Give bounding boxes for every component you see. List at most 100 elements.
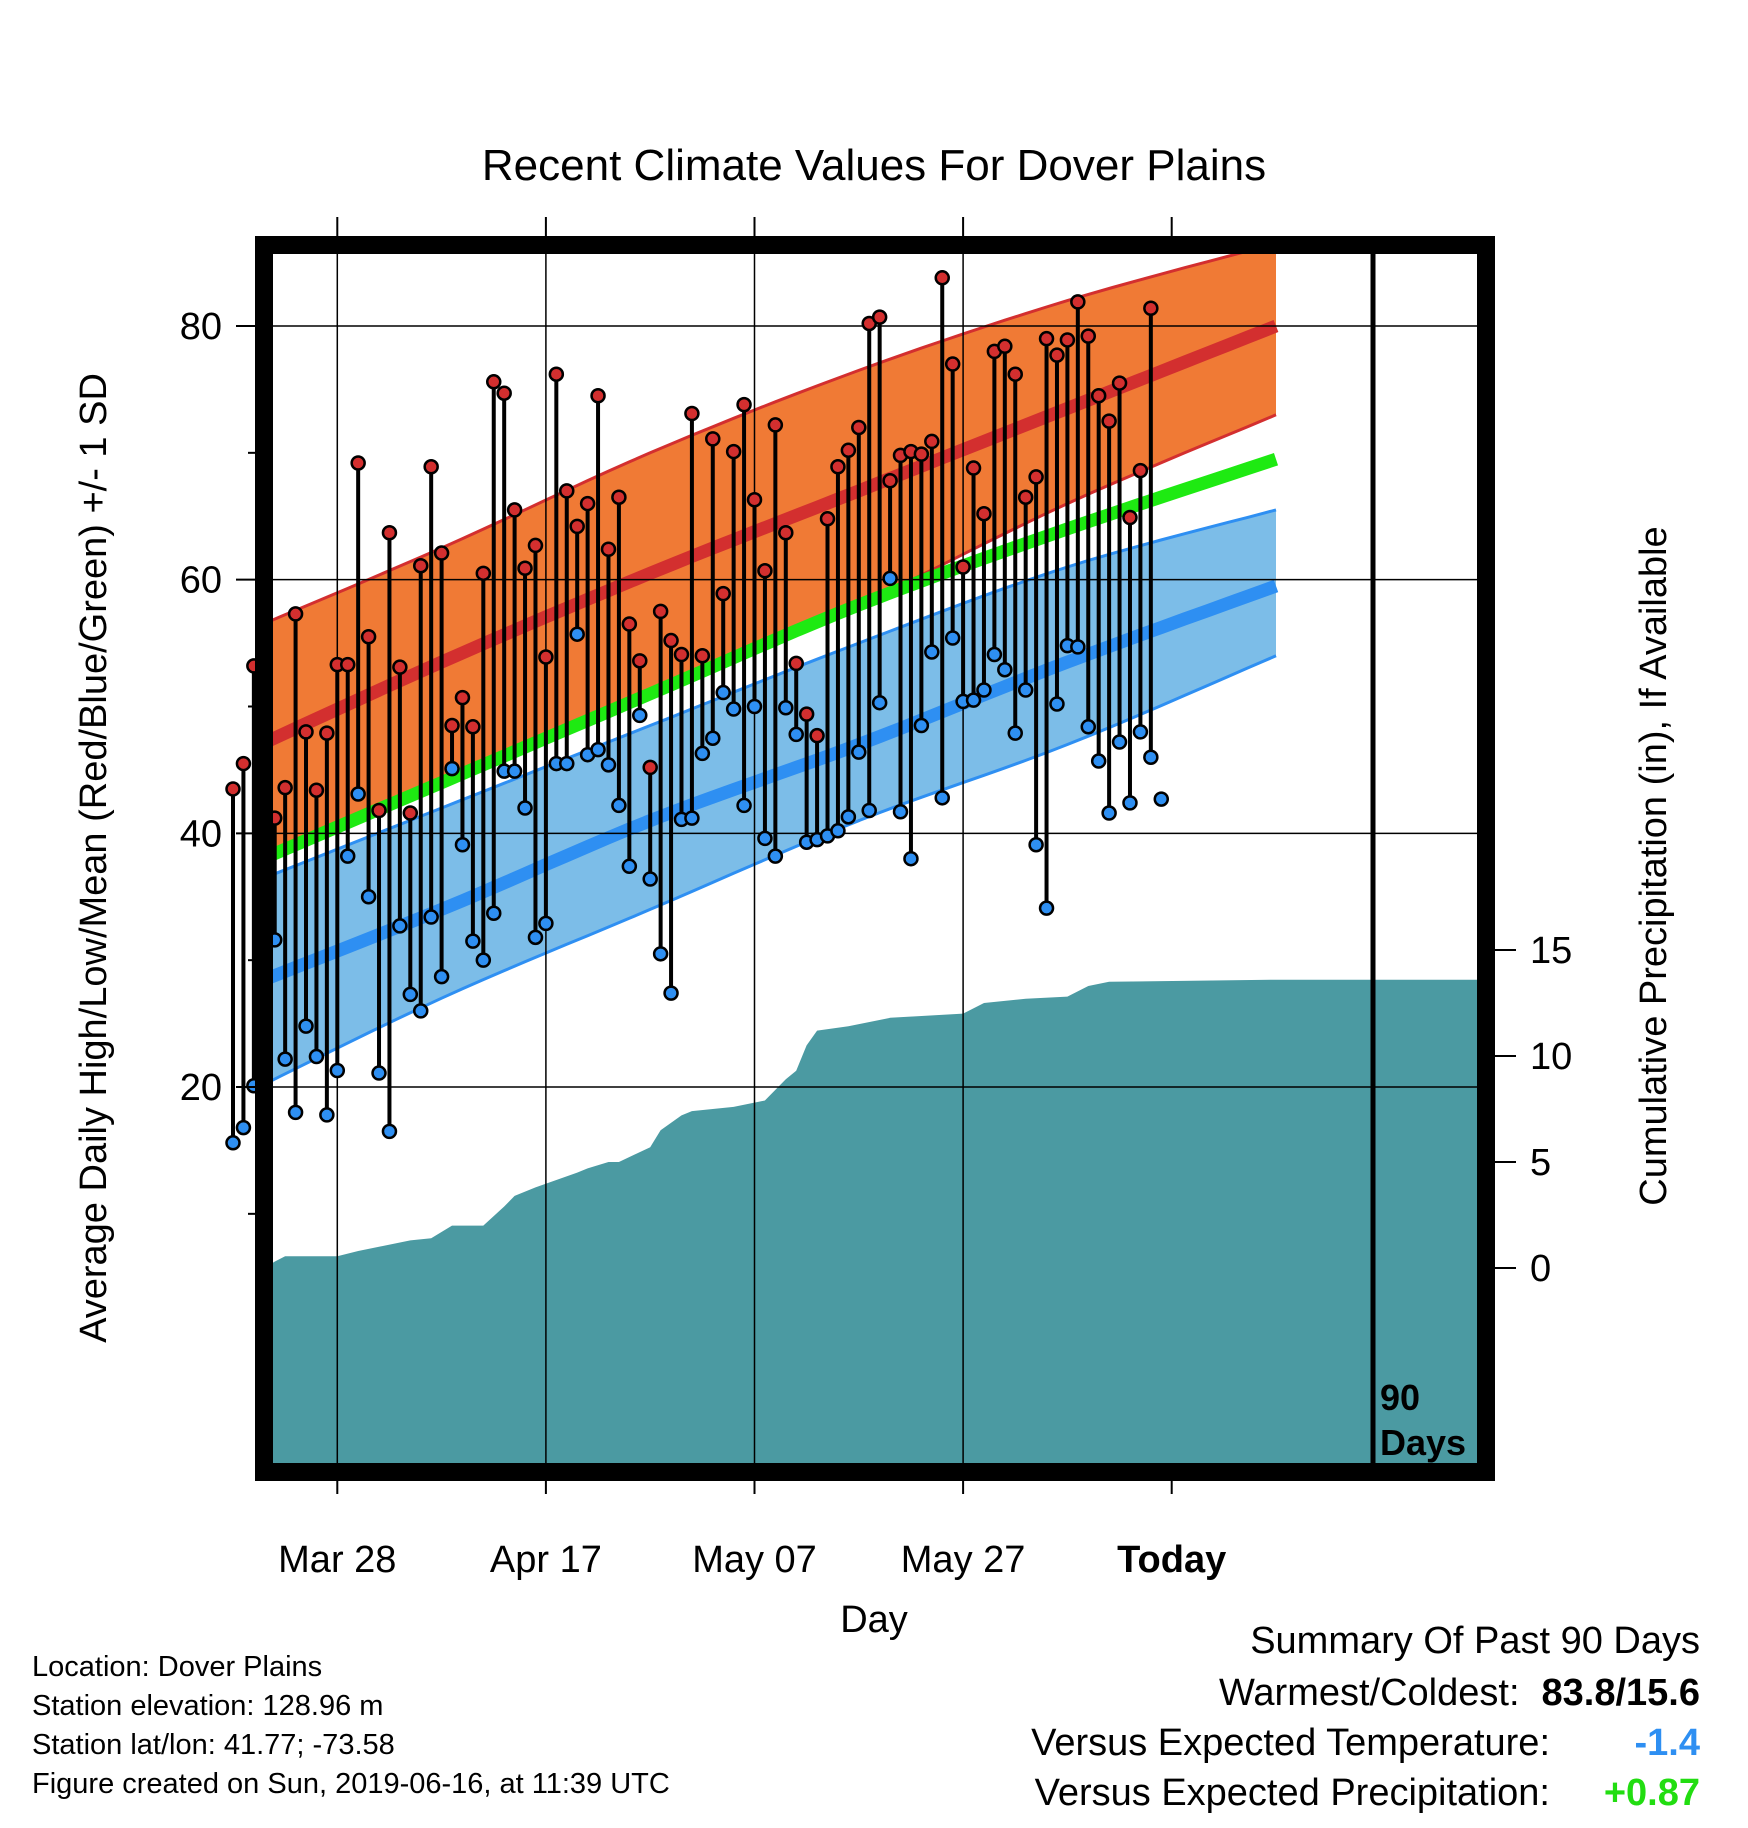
daily-low-point: [944, 630, 961, 646]
daily-high-point: [715, 585, 731, 602]
daily-high-point: [611, 489, 627, 505]
daily-low-point: [882, 570, 898, 587]
daily-low-point: [715, 684, 731, 701]
daily-high-point: [840, 442, 857, 459]
daily-high-point: [652, 603, 669, 620]
daily-low-point: [1049, 696, 1065, 712]
daily-high-point: [371, 802, 387, 819]
daily-high-point: [955, 559, 971, 575]
daily-high-point: [1028, 469, 1044, 485]
daily-low-point: [517, 800, 533, 816]
daily-high-point: [778, 524, 794, 541]
station-info: Location: Dover Plains Station elevation…: [32, 1648, 670, 1804]
daily-high-point: [590, 388, 606, 404]
daily-high-point: [235, 755, 252, 772]
daily-high-point: [465, 719, 481, 735]
daily-low-point: [652, 946, 669, 962]
y2-tick-label: 10: [1530, 1036, 1572, 1078]
daily-low-point: [1080, 719, 1097, 735]
y-tick-label: 20: [180, 1067, 222, 1109]
days-label-1: 90: [1380, 1377, 1420, 1418]
daily-high-point: [1122, 509, 1138, 526]
daily-low-point: [444, 760, 460, 777]
daily-high-point: [1059, 332, 1076, 348]
daily-low-point: [965, 692, 982, 708]
daily-low-point: [871, 694, 888, 711]
daily-high-point: [444, 717, 460, 734]
daily-high-point: [569, 518, 585, 535]
daily-high-point: [1080, 328, 1097, 344]
daily-low-point: [298, 1018, 314, 1034]
x-tick-label: Apr 17: [490, 1539, 602, 1581]
elevation-text: Station elevation: 128.96 m: [32, 1690, 384, 1722]
days-label-2: Days: [1380, 1422, 1466, 1463]
daily-high-point: [809, 727, 825, 744]
temperature-value: -1.4: [1634, 1722, 1700, 1764]
daily-high-point: [736, 396, 752, 413]
daily-high-point: [944, 356, 961, 372]
daily-high-point: [798, 706, 815, 722]
daily-high-point: [1111, 375, 1128, 391]
x-tick-label: May 27: [901, 1539, 1026, 1581]
daily-low-point: [632, 707, 648, 724]
y2-tick-label: 5: [1530, 1142, 1551, 1184]
daily-high-point: [402, 805, 419, 821]
precipitation-area: [264, 979, 1486, 1472]
daily-low-point: [788, 726, 804, 743]
daily-low-point: [642, 871, 658, 887]
daily-low-point: [611, 797, 627, 814]
daily-low-point: [225, 1135, 241, 1151]
x-tick-label: Today: [1117, 1539, 1226, 1581]
warmest-label: Warmest/Coldest:: [1218, 1672, 1520, 1714]
daily-high-point: [433, 545, 450, 561]
daily-low-point: [308, 1048, 325, 1065]
daily-low-point: [402, 986, 419, 1003]
daily-high-point: [830, 459, 846, 475]
daily-low-point: [1028, 836, 1044, 853]
precipitation-fill: [264, 979, 1486, 1472]
daily-high-point: [632, 653, 648, 669]
daily-high-point: [339, 656, 356, 673]
summary-temperature: Versus Expected Temperature: -1.4: [1031, 1722, 1700, 1765]
daily-low-point: [559, 755, 575, 772]
daily-high-point: [1101, 413, 1117, 429]
x-tick-label: May 07: [692, 1539, 817, 1581]
daily-high-point: [1017, 489, 1034, 505]
daily-low-point: [475, 952, 492, 968]
daily-high-point: [725, 443, 742, 460]
daily-low-point: [1038, 900, 1055, 916]
daily-low-point: [892, 804, 909, 820]
daily-high-point: [475, 565, 492, 582]
daily-low-point: [903, 850, 919, 867]
daily-low-point: [538, 915, 554, 932]
location-text: Location: Dover Plains: [32, 1651, 323, 1683]
daily-low-point: [924, 644, 940, 660]
x-tick-label: Mar 28: [278, 1539, 396, 1581]
daily-low-point: [235, 1119, 252, 1136]
daily-high-point: [1007, 366, 1023, 382]
daily-low-point: [851, 744, 867, 760]
daily-high-point: [559, 483, 575, 499]
daily-low-point: [757, 830, 773, 847]
temperature-label: Versus Expected Temperature:: [1031, 1722, 1550, 1764]
daily-low-point: [1143, 749, 1159, 765]
created-text: Figure created on Sun, 2019-06-16, at 11…: [32, 1768, 670, 1800]
daily-low-point: [1153, 791, 1170, 807]
summary-warmest: Warmest/Coldest: 83.8/15.6: [1219, 1672, 1700, 1715]
daily-low-point: [986, 646, 1003, 663]
daily-low-point: [1111, 734, 1128, 750]
daily-high-point: [976, 505, 992, 522]
daily-low-point: [913, 717, 930, 734]
daily-low-point: [778, 700, 794, 716]
daily-high-point: [934, 270, 950, 286]
daily-high-point: [1132, 462, 1149, 479]
daily-low-point: [506, 763, 523, 779]
daily-high-point: [527, 537, 544, 554]
daily-low-point: [621, 858, 638, 875]
y-tick-label: 40: [180, 813, 222, 855]
normal-low-lower-line: [264, 654, 1277, 1087]
daily-low-point: [527, 929, 544, 946]
daily-low-point: [371, 1065, 387, 1081]
normal-low-band: [264, 509, 1276, 1085]
